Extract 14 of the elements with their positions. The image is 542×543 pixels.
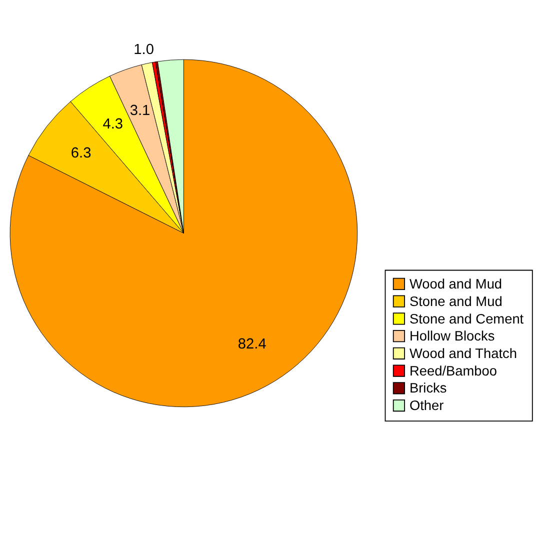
legend-label: Bricks bbox=[409, 380, 447, 396]
legend-label: Wood and Thatch bbox=[409, 346, 518, 361]
data-label: 6.3 bbox=[70, 146, 92, 162]
legend-label: Other bbox=[409, 398, 444, 414]
data-label: 82.4 bbox=[238, 336, 266, 353]
legend-label: Wood and Mud bbox=[409, 276, 502, 292]
legend-label: Hollow Blocks bbox=[409, 328, 495, 344]
legend-label: Stone and Cement bbox=[409, 311, 524, 326]
legend-label: Stone and Mud bbox=[409, 294, 502, 309]
data-label: 1.0 bbox=[134, 42, 154, 58]
data-label: 3.1 bbox=[130, 103, 150, 120]
legend-label: Reed/Bamboo bbox=[409, 363, 498, 378]
pie-slice bbox=[10, 59, 358, 408]
data-label: 4.3 bbox=[102, 116, 124, 132]
